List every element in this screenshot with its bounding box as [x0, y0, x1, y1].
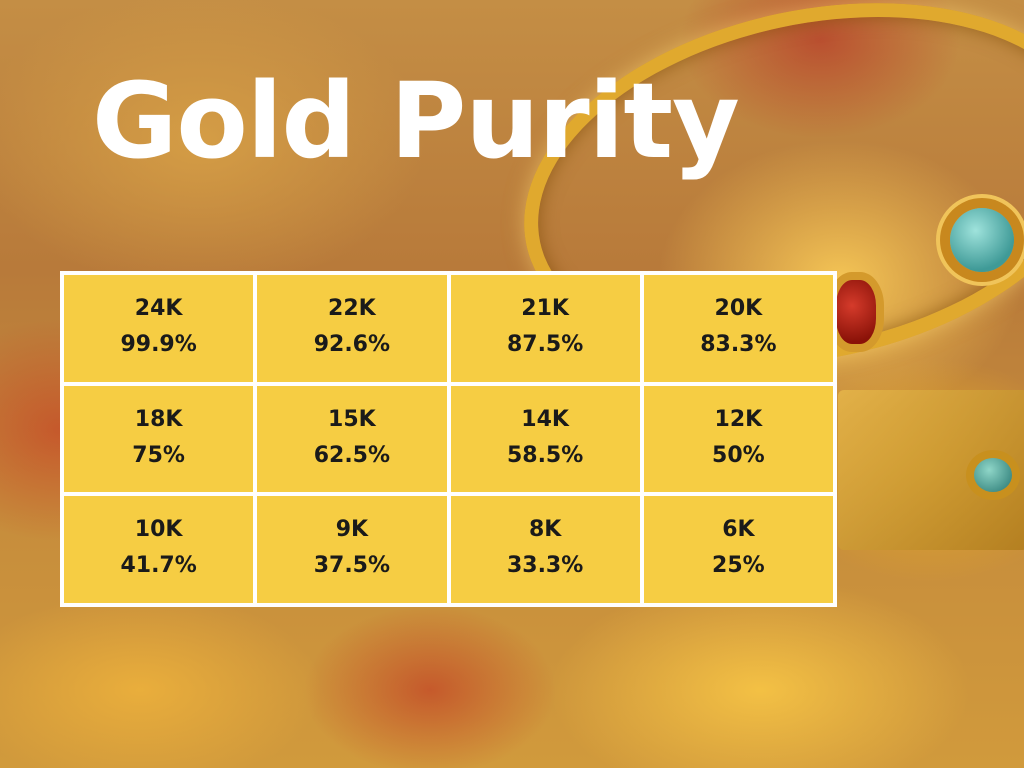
small-turquoise-gemstone-image — [974, 458, 1012, 492]
purity-cell: 15K 62.5% — [257, 385, 447, 493]
purity-value: 62.5% — [313, 442, 391, 468]
red-gemstone-image — [836, 280, 876, 344]
purity-value: 99.9% — [120, 332, 197, 357]
purity-value: 37.5% — [313, 553, 391, 579]
purity-value: 33.3% — [506, 553, 584, 579]
purity-cell: 12K 50% — [643, 385, 833, 493]
purity-value: 92.6% — [313, 332, 391, 357]
purity-value: 87.5% — [506, 332, 584, 357]
purity-value: 75% — [132, 442, 185, 468]
purity-value: 25% — [712, 553, 765, 579]
purity-cell: 22K 92.6% — [257, 275, 447, 382]
purity-cell: 9K 37.5% — [257, 496, 447, 603]
purity-cell: 24K 99.9% — [64, 275, 254, 382]
karat-label: 18K — [134, 406, 183, 432]
karat-label: 9K — [335, 517, 369, 543]
turquoise-gemstone-image — [950, 208, 1014, 272]
purity-value: 83.3% — [700, 332, 777, 357]
purity-cell: 14K 58.5% — [450, 385, 640, 493]
purity-value: 41.7% — [120, 553, 197, 579]
karat-label: 15K — [328, 406, 376, 432]
purity-cell: 6K 25% — [643, 496, 833, 603]
purity-value: 58.5% — [506, 442, 584, 468]
karat-label: 8K — [528, 517, 562, 543]
purity-cell: 21K 87.5% — [450, 275, 640, 382]
karat-label: 10K — [134, 517, 183, 543]
karat-label: 12K — [714, 406, 763, 432]
purity-cell: 8K 33.3% — [450, 496, 640, 603]
karat-label: 6K — [722, 517, 755, 543]
purity-cell: 18K 75% — [64, 385, 254, 493]
karat-label: 14K — [521, 406, 569, 432]
page-title: Gold Purity — [92, 60, 740, 182]
purity-cell: 20K 83.3% — [643, 275, 833, 382]
purity-cell: 10K 41.7% — [64, 496, 254, 603]
karat-label: 22K — [328, 296, 376, 321]
karat-label: 24K — [134, 296, 183, 321]
karat-label: 21K — [521, 296, 569, 321]
gold-purity-table: 24K 99.9% 22K 92.6% 21K 87.5% 20K 83.3% … — [60, 271, 837, 607]
karat-label: 20K — [714, 296, 763, 321]
purity-value: 50% — [712, 442, 765, 468]
